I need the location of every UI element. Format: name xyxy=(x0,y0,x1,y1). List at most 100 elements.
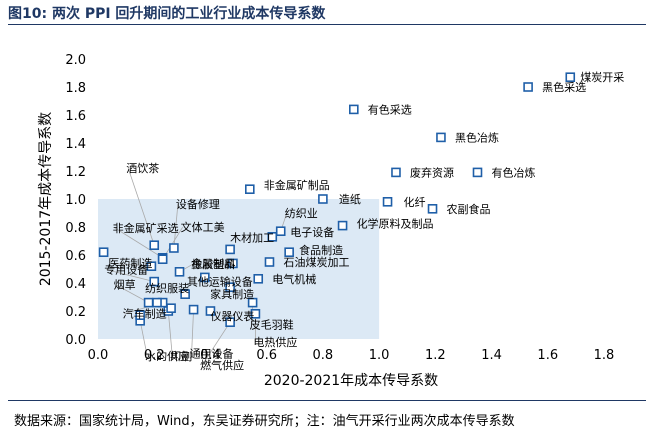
data-marker xyxy=(247,297,258,308)
data-marker xyxy=(149,276,160,287)
point-label: 废弃资源 xyxy=(410,165,454,179)
data-marker xyxy=(275,226,286,236)
data-marker xyxy=(169,243,179,253)
point-label: 家具制造 xyxy=(210,287,254,301)
y-tick-label: 1.6 xyxy=(65,109,86,124)
y-axis-title: 2015-2017年成本传导系数 xyxy=(38,112,54,286)
point-label: 文体工美 xyxy=(181,220,225,234)
leader-line xyxy=(127,168,155,246)
data-marker xyxy=(349,104,359,115)
point-label: 有色冶炼 xyxy=(492,165,536,179)
data-marker xyxy=(200,272,210,283)
x-tick-label: 0.4 xyxy=(200,348,221,363)
data-marker xyxy=(180,289,190,300)
data-marker xyxy=(318,194,328,204)
point-label: 印刷 xyxy=(170,350,192,363)
data-marker xyxy=(250,308,261,319)
y-tick-label: 1.0 xyxy=(65,193,86,208)
data-marker xyxy=(149,240,160,250)
x-tick-label: 1.4 xyxy=(481,348,502,363)
x-tick-label: 1.2 xyxy=(425,348,446,363)
data-marker xyxy=(228,258,238,269)
data-marker xyxy=(472,167,483,178)
data-marker xyxy=(146,261,157,272)
x-axis-title: 2020-2021年成本传导系数 xyxy=(264,373,438,389)
point-label: 纺织服装 xyxy=(145,281,189,295)
data-markers xyxy=(98,72,576,328)
y-tick-labels: 0.0 0.2 0.4 0.6 0.8 1.0 1.2 1.4 1.6 1.8 2.0 xyxy=(65,53,86,348)
data-marker xyxy=(98,247,109,257)
point-label: 非金属矿采选 xyxy=(113,221,179,235)
leader-line xyxy=(139,320,148,356)
leader-line xyxy=(106,269,155,282)
point-label: 造纸 xyxy=(339,192,361,206)
y-tick-label: 0.0 xyxy=(65,333,86,348)
y-tick-label: 0.2 xyxy=(65,305,86,320)
y-tick-label: 0.8 xyxy=(65,221,86,236)
point-label: 医药制造 xyxy=(108,256,152,270)
data-marker xyxy=(391,167,401,178)
data-marker xyxy=(225,282,235,293)
point-label: 黑色采选 xyxy=(542,80,586,94)
x-tick-label: 0.8 xyxy=(313,348,334,363)
data-marker xyxy=(337,220,348,231)
data-marker xyxy=(245,184,255,194)
title-bar: 图10: 两次 PPI 回升期间的工业行业成本传导系数 xyxy=(8,0,646,25)
data-marker xyxy=(225,317,235,328)
data-marker xyxy=(157,254,168,264)
point-label: 木材加工 xyxy=(230,230,274,244)
source-note: 数据来源：国家统计局，Wind，东吴证券研究所；注：油气开采行业两次成本传导系数 xyxy=(14,414,515,429)
y-tick-label: 0.6 xyxy=(65,249,86,264)
point-label: 黑色冶炼 xyxy=(455,130,499,144)
point-label: 电热供应 xyxy=(253,335,297,349)
leader-line xyxy=(114,227,163,259)
y-tick-label: 1.4 xyxy=(65,137,86,152)
data-marker xyxy=(166,303,176,314)
data-marker xyxy=(267,232,278,242)
y-tick-label: 1.8 xyxy=(65,81,86,96)
point-label: 仪器仪表 xyxy=(210,309,254,323)
footer-rule xyxy=(8,400,646,401)
data-marker xyxy=(135,310,145,321)
point-label: 化纤 xyxy=(404,195,426,209)
point-label: 石油煤炭加工 xyxy=(283,255,349,269)
data-marker xyxy=(143,297,154,308)
point-label: 电气机械 xyxy=(272,272,316,286)
point-label: 水的供应 xyxy=(145,349,189,363)
leader-line xyxy=(110,262,152,267)
data-marker xyxy=(382,197,393,207)
data-marker xyxy=(264,257,275,267)
point-label: 农副食品 xyxy=(447,202,491,216)
point-label: 其他运输设备 xyxy=(187,274,253,288)
point-label: 通用设备 xyxy=(190,347,234,361)
point-label: 金属制品 xyxy=(191,256,235,270)
leader-line xyxy=(191,309,194,354)
point-label: 非金属矿制品 xyxy=(264,178,330,192)
point-label: 橡胶塑料 xyxy=(192,257,236,271)
data-marker xyxy=(427,204,438,214)
data-marker xyxy=(225,244,235,255)
x-tick-label: 1.8 xyxy=(594,348,615,363)
point-label: 皮毛羽鞋 xyxy=(250,318,294,332)
point-label: 化学原料及制品 xyxy=(357,217,434,231)
data-marker xyxy=(174,266,185,277)
y-tick-label: 0.4 xyxy=(65,277,86,292)
leader-line xyxy=(115,284,149,303)
point-label: 煤炭开采 xyxy=(580,71,624,84)
data-marker xyxy=(284,247,294,257)
point-label: 专用设备 xyxy=(104,263,148,277)
data-marker xyxy=(152,297,162,308)
data-marker xyxy=(436,132,446,143)
point-label: 设备修理 xyxy=(176,197,220,211)
point-label: 纺织业 xyxy=(285,206,318,220)
point-label: 电子设备 xyxy=(290,225,334,239)
leader-line xyxy=(167,310,173,357)
y-tick-label: 2.0 xyxy=(65,53,86,68)
data-marker xyxy=(523,82,533,92)
x-tick-label: 1.6 xyxy=(537,348,558,363)
x-tick-label: 1.0 xyxy=(369,348,390,363)
point-label: 食品制造 xyxy=(299,243,343,257)
y-tick-label: 1.2 xyxy=(65,165,86,180)
